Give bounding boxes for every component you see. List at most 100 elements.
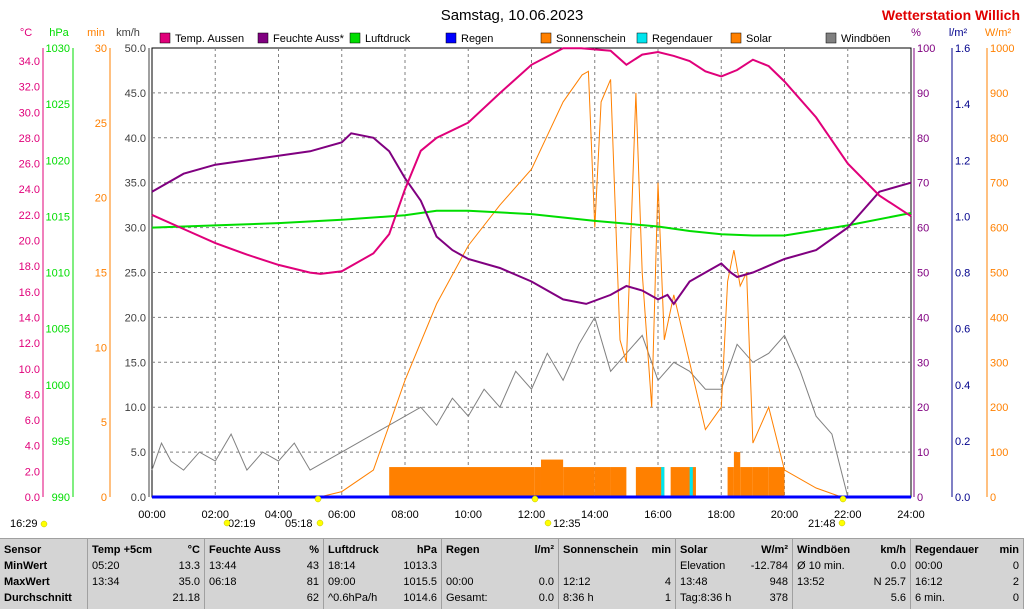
stats-col-rain: Regen l/m² 00:00 0.0 Gesamt: 0.0 <box>442 539 559 609</box>
legend-label: Temp. Aussen <box>175 33 244 45</box>
marker-label-sunrise: 05:18 <box>285 518 313 530</box>
axis-tick-label: 2.0 <box>25 466 40 478</box>
axis-tick-label: 800 <box>990 133 1008 145</box>
axis-tick-label: 1.6 <box>955 43 970 55</box>
sunshine-bar <box>727 467 734 497</box>
axis-tick-label: 700 <box>990 178 1008 190</box>
legend-label: Windböen <box>841 33 891 45</box>
x-tick-label: 08:00 <box>391 509 419 521</box>
stats-col-solar: Solar W/m² Elevation -12.784 13:48 948 Tag:8:3… <box>676 539 793 609</box>
axis-tick-label: 1000 <box>46 380 70 392</box>
axis-tick-label: 6.0 <box>25 415 40 427</box>
sunshine-bar <box>733 452 741 497</box>
axis-tick-label: 20.0 <box>125 312 146 324</box>
legend-swatch <box>349 32 361 44</box>
stats-value: 5.6 <box>890 592 906 604</box>
legend-swatch <box>540 32 552 44</box>
stats-value: 0 <box>1012 560 1019 572</box>
stats-value: 43 <box>306 560 319 572</box>
marker-label-noon: 12:35 <box>553 518 581 530</box>
axis-tick-label: 1025 <box>46 99 70 111</box>
axis-unit-right: W/m² <box>985 27 1012 39</box>
stats-unit: W/m² <box>761 544 788 556</box>
stats-time: 13:52 <box>797 576 825 588</box>
axis-tick-label: 70 <box>917 178 929 190</box>
stats-value: 1 <box>664 592 671 604</box>
x-tick-label: 06:00 <box>328 509 356 521</box>
sunshine-bar <box>635 467 665 497</box>
stats-col-raintime: Regendauer min 00:00 0 16:12 2 6 min. 0 <box>911 539 1024 609</box>
sunshine-bar <box>563 467 595 497</box>
stats-value: 0 <box>1012 592 1019 604</box>
axis-tick-label: 100 <box>990 447 1008 459</box>
axis-tick-label: 25 <box>95 118 107 130</box>
legend-label: Feuchte Auss* <box>273 33 345 45</box>
stats-value: 4 <box>664 576 671 588</box>
stats-unit: l/m² <box>534 544 554 556</box>
marker-dot <box>316 519 324 527</box>
legend-label: Luftdruck <box>365 33 411 45</box>
sunshine-bar <box>752 467 769 497</box>
stats-header: Feuchte Auss <box>209 544 281 556</box>
marker-label-sunset: 21:48 <box>808 518 836 530</box>
axis-tick-label: 30.0 <box>19 107 40 119</box>
axis-tick-label: 1.2 <box>955 155 970 167</box>
axis-unit-right: % <box>911 27 921 39</box>
axis-tick-label: 1005 <box>46 324 70 336</box>
axis-tick-label: 10 <box>917 447 929 459</box>
axis-tick-label: 0.2 <box>955 436 970 448</box>
axis-unit-right: l/m² <box>949 27 968 39</box>
sunshine-bar <box>610 467 627 497</box>
stats-value: 948 <box>769 576 788 588</box>
axis-tick-label: 24.0 <box>19 184 40 196</box>
axis-tick-label: 5 <box>101 417 107 429</box>
stats-time: 06:18 <box>209 576 237 588</box>
sunshine-bar <box>389 467 532 497</box>
stats-value <box>446 559 554 573</box>
marker-dot <box>223 519 231 527</box>
axis-unit-left: min <box>87 27 105 39</box>
stats-col-temp: Temp +5cm °C 05:20 13.3 13:34 35.0 21.18 <box>88 539 205 609</box>
x-tick-label: 10:00 <box>454 509 482 521</box>
axis-tick-label: 25.0 <box>125 268 146 280</box>
marker-dot <box>40 520 48 528</box>
x-tick-label: 12:00 <box>518 509 546 521</box>
stats-time: Gesamt: <box>446 592 488 604</box>
series-solar <box>319 70 842 498</box>
axis-tick-label: 900 <box>990 88 1008 100</box>
axis-tick-label: 30 <box>917 357 929 369</box>
axis-tick-label: 0 <box>990 492 996 504</box>
axis-tick-label: 18.0 <box>19 261 40 273</box>
axis-unit-left: °C <box>20 27 32 39</box>
stats-value: 62 <box>306 592 319 604</box>
stats-unit: % <box>309 544 319 556</box>
x-tick-label: 00:00 <box>138 509 166 521</box>
stats-value <box>563 559 671 573</box>
stats-time: ^0.6hPa/h <box>328 592 378 604</box>
stats-value: 13.3 <box>178 560 200 572</box>
sunshine-bar <box>534 467 541 497</box>
axis-tick-label: 500 <box>990 268 1008 280</box>
stats-time: 13:48 <box>680 576 708 588</box>
axis-tick-label: 14.0 <box>19 312 40 324</box>
legend-label: Regen <box>461 33 493 45</box>
row-label-max: MaxWert <box>4 576 50 588</box>
x-tick-label: 18:00 <box>707 509 735 521</box>
stats-value: 21.18 <box>172 592 200 604</box>
axis-unit-left: km/h <box>116 27 140 39</box>
axis-tick-label: 0.0 <box>25 492 40 504</box>
sun-marker-dot <box>531 495 539 503</box>
stats-value: 81 <box>306 576 319 588</box>
stats-unit: min <box>651 544 671 556</box>
stats-time: 18:14 <box>328 560 356 572</box>
axis-tick-label: 100 <box>917 43 935 55</box>
axis-tick-label: 35.0 <box>125 178 146 190</box>
x-tick-label: 22:00 <box>834 509 862 521</box>
series-feuchte <box>151 132 912 306</box>
axis-tick-label: 0 <box>101 492 107 504</box>
stats-header: Solar <box>680 544 708 556</box>
axis-tick-label: 90 <box>917 88 929 100</box>
stats-header: Windböen <box>797 544 851 556</box>
axis-tick-label: 80 <box>917 133 929 145</box>
stats-header: Temp +5cm <box>92 544 153 556</box>
